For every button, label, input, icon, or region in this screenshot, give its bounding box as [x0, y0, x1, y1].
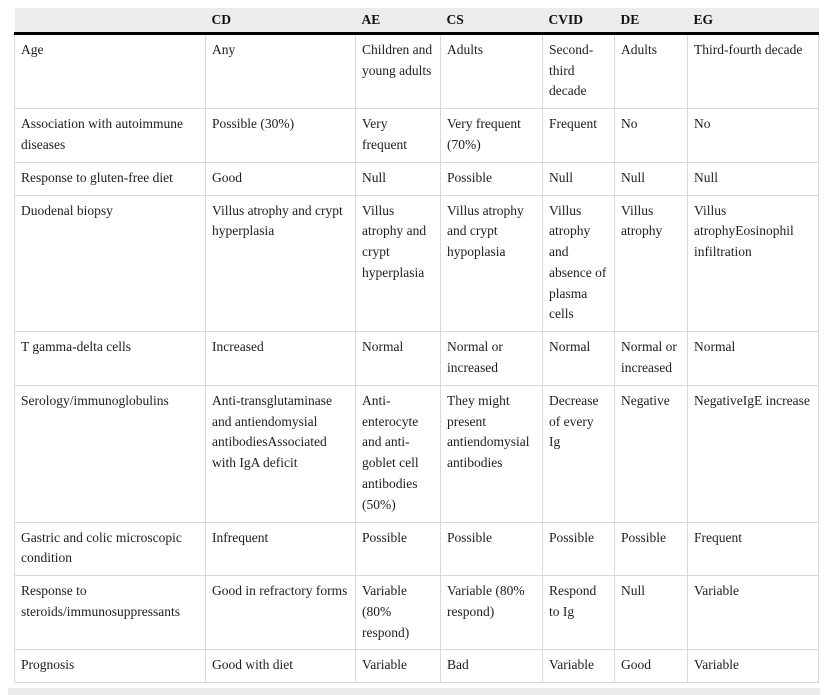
table-cell: Frequent	[542, 108, 615, 163]
column-header-eg: EG	[687, 8, 819, 35]
row-label: Serology/immunoglobulins	[14, 385, 206, 523]
column-header-ae: AE	[355, 8, 441, 35]
table-cell: Possible	[614, 522, 688, 577]
table-cell: Variable	[687, 649, 819, 684]
table-cell: Variable	[542, 649, 615, 684]
row-label: Response to gluten-free diet	[14, 162, 206, 196]
table-cell: Increased	[205, 331, 356, 386]
table-cell: Possible (30%)	[205, 108, 356, 163]
table-cell: Variable (80% respond)	[355, 575, 441, 651]
table-cell: Anti-enterocyte and anti-goblet cell ant…	[355, 385, 441, 523]
table-row: Prognosis Good with diet Variable Bad Variab…	[14, 649, 819, 684]
table-cell: Possible	[542, 522, 615, 577]
table-row: T gamma-delta cells Increased Normal Normal…	[14, 331, 819, 386]
table-cell: No	[687, 108, 819, 163]
table-cell: Good	[614, 649, 688, 684]
table-cell: Bad	[440, 649, 543, 684]
table-cell: Possible	[355, 522, 441, 577]
table-cell: Possible	[440, 162, 543, 196]
table-cell: Normal	[355, 331, 441, 386]
table-row: Gastric and colic microscopic condition I…	[14, 522, 819, 577]
bottom-strip	[8, 688, 820, 695]
column-header-cvid: CVID	[542, 8, 615, 35]
table-cell: Normal or increased	[614, 331, 688, 386]
table-cell: Variable	[687, 575, 819, 651]
table-cell: Third-fourth decade	[687, 33, 819, 110]
table-cell: Children and young adults	[355, 33, 441, 110]
header-corner-cell	[14, 8, 206, 35]
header-row: CD AE CS CVID DE EG	[14, 8, 819, 35]
table-row: Serology/immunoglobulins Anti-transglutam…	[14, 385, 819, 523]
table-cell: Villus atrophy and crypt hyperplasia	[355, 195, 441, 333]
table-cell: Decrease of every Ig	[542, 385, 615, 523]
table-row: Association with autoimmune diseases Poss…	[14, 108, 819, 163]
table-cell: Variable (80% respond)	[440, 575, 543, 651]
table-row: Duodenal biopsy Villus atrophy and crypt …	[14, 195, 819, 333]
table-cell: Frequent	[687, 522, 819, 577]
table-cell: Villus atrophy and crypt hyperplasia	[205, 195, 356, 333]
table-cell: Second-third decade	[542, 33, 615, 110]
comparison-table: CD AE CS CVID DE EG Age Any Children and young …	[14, 8, 819, 684]
column-header-de: DE	[614, 8, 688, 35]
table-cell: Adults	[440, 33, 543, 110]
table-cell: Villus atrophy	[614, 195, 688, 333]
row-label: T gamma-delta cells	[14, 331, 206, 386]
row-label: Duodenal biopsy	[14, 195, 206, 333]
table-cell: No	[614, 108, 688, 163]
table-cell: NegativeIgE increase	[687, 385, 819, 523]
table-cell: Null	[355, 162, 441, 196]
table-cell: Negative	[614, 385, 688, 523]
table-cell: Normal	[687, 331, 819, 386]
table-row: Response to gluten-free diet Good Null Poss…	[14, 162, 819, 196]
table-cell: Any	[205, 33, 356, 110]
table-cell: Infrequent	[205, 522, 356, 577]
column-header-cs: CS	[440, 8, 543, 35]
table-cell: Null	[614, 575, 688, 651]
table-cell: Normal or increased	[440, 331, 543, 386]
table-cell: Null	[542, 162, 615, 196]
table-cell: Very frequent	[355, 108, 441, 163]
table-cell: Villus atrophy and crypt hypoplasia	[440, 195, 543, 333]
table-cell: Null	[687, 162, 819, 196]
table-cell: Good	[205, 162, 356, 196]
table-row: Age Any Children and young adults Adults Sec…	[14, 33, 819, 110]
row-label: Prognosis	[14, 649, 206, 684]
row-label: Age	[14, 33, 206, 110]
table-cell: Possible	[440, 522, 543, 577]
table-cell: Anti-transglutaminase and antiendomysial…	[205, 385, 356, 523]
table-row: Response to steroids/immunosuppressants G…	[14, 575, 819, 651]
table-cell: Good in refractory forms	[205, 575, 356, 651]
table-cell: Normal	[542, 331, 615, 386]
table-cell: Villus atrophyEosinophil infiltration	[687, 195, 819, 333]
row-label: Association with autoimmune diseases	[14, 108, 206, 163]
table-cell: Null	[614, 162, 688, 196]
table-cell: Adults	[614, 33, 688, 110]
table-cell: Very frequent (70%)	[440, 108, 543, 163]
table-cell: They might present antiendomysial antibo…	[440, 385, 543, 523]
row-label: Response to steroids/immunosuppressants	[14, 575, 206, 651]
table-cell: Respond to Ig	[542, 575, 615, 651]
column-header-cd: CD	[205, 8, 356, 35]
table-cell: Variable	[355, 649, 441, 684]
table-cell: Good with diet	[205, 649, 356, 684]
table-cell: Villus atrophy and absence of plasma cel…	[542, 195, 615, 333]
row-label: Gastric and colic microscopic condition	[14, 522, 206, 577]
